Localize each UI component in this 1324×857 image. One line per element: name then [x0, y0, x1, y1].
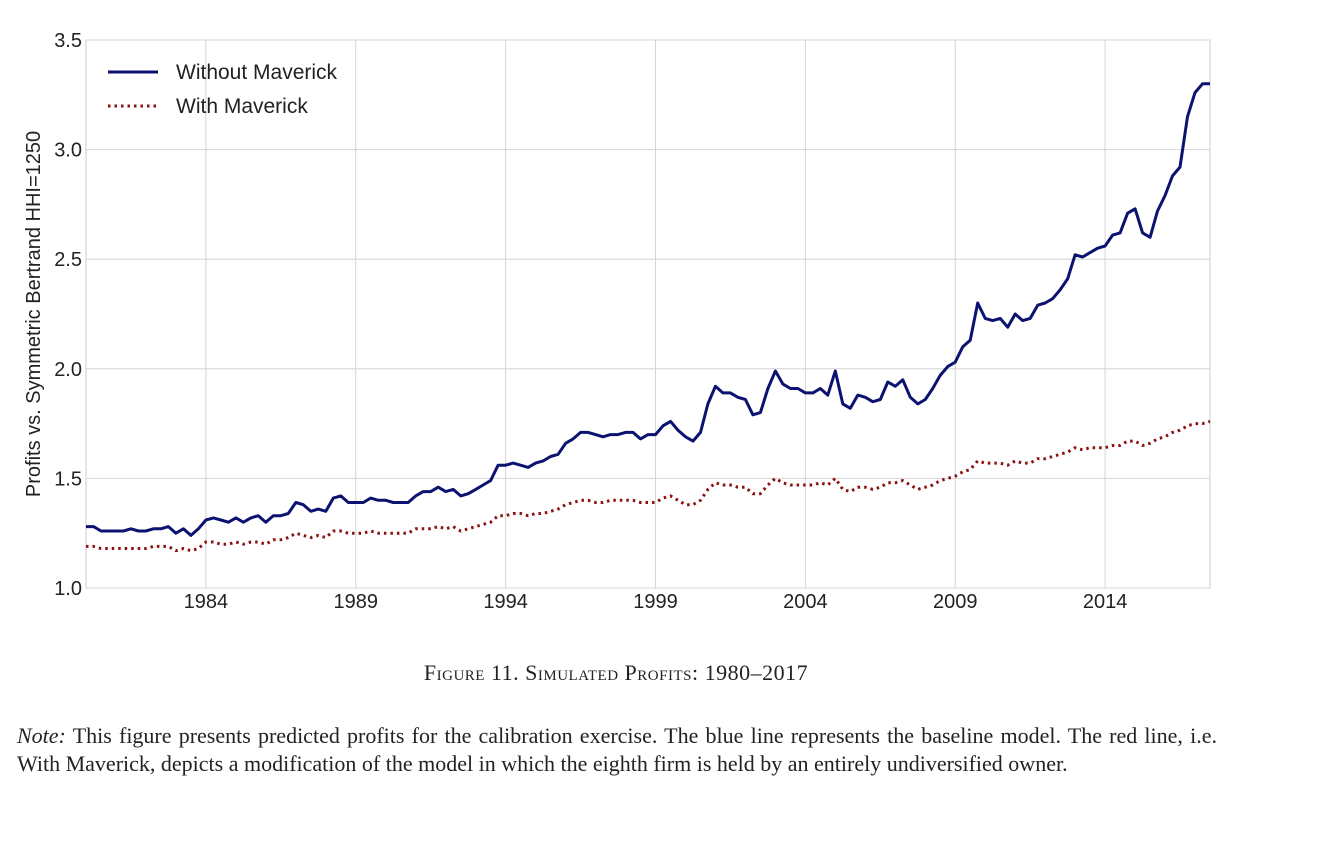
x-tick-label: 1989	[334, 591, 379, 613]
x-tick-label: 1999	[633, 591, 678, 613]
legend-label-with-maverick: With Maverick	[176, 95, 308, 118]
series-line-with-maverick	[86, 419, 1211, 553]
series-group	[86, 82, 1211, 553]
y-axis-label: Profits vs. Symmetric Bertrand HHI=1250	[23, 131, 45, 497]
plot-area	[85, 39, 1211, 589]
y-tick-label: 3.5	[54, 30, 82, 52]
x-tick-label: 1994	[483, 591, 528, 613]
figure-caption: Figure 11. Simulated Profits: 1980–2017	[423, 660, 809, 685]
y-tick-label: 1.5	[54, 468, 82, 490]
note-text: This figure presents predicted profits f…	[17, 723, 1217, 776]
x-tick-label: 1984	[184, 591, 229, 613]
y-tick-label: 3.0	[54, 140, 82, 162]
gridlines	[86, 39, 1210, 589]
series-line-without-maverick	[86, 82, 1210, 537]
legend-label-without-maverick: Without Maverick	[176, 61, 338, 84]
legend: Without Maverick With Maverick	[108, 61, 338, 118]
x-tick-label: 2014	[1083, 591, 1128, 613]
y-axis-ticks: 1.0 1.5 2.0 2.5 3.0 3.5	[54, 30, 82, 600]
note-label: Note:	[17, 723, 66, 748]
y-tick-label: 2.5	[54, 249, 82, 271]
figure-note: Note: This figure presents predicted pro…	[17, 722, 1217, 778]
y-tick-label: 2.0	[54, 359, 82, 381]
x-axis-ticks: 1984 1989 1994 1999 2004 2009 2014	[184, 591, 1128, 613]
x-tick-label: 2004	[783, 591, 828, 613]
line-chart: 1.0 1.5 2.0 2.5 3.0 3.5 1984 1989 1994 1999 2004 2…	[23, 30, 1211, 613]
x-tick-label: 2009	[933, 591, 978, 613]
y-tick-label: 1.0	[54, 578, 82, 600]
